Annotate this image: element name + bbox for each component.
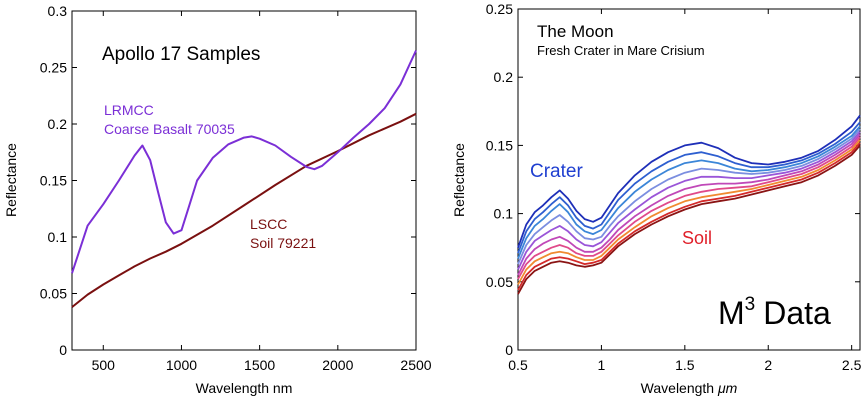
x-axis-label-text: Wavelength	[641, 380, 718, 396]
right-y-tick-label: 0.25	[486, 1, 513, 17]
left-y-tick-label: 0	[59, 342, 67, 358]
series-line-lrmcc-basalt	[71, 50, 417, 274]
series-line-lscc-soil	[71, 112, 417, 308]
spectrum-line	[517, 128, 861, 265]
spectrum-line	[517, 133, 861, 276]
annotation-rest: Data	[763, 295, 831, 331]
annotation-base: M	[718, 295, 745, 331]
left-y-tick-label: 0.3	[48, 3, 68, 19]
soil-label: Soil	[682, 228, 712, 248]
chart-the-moon: 0.5 1 1.5 2 2.500.050.10.150.20.25 The Moon …	[451, 1, 862, 396]
left-x-tick-label: 500	[92, 357, 116, 373]
chart-subtitle: Fresh Crater in Mare Crisium	[537, 43, 705, 58]
spectrum-line	[517, 136, 861, 280]
left-y-tick-label: 0.05	[40, 286, 67, 302]
spectrum-line	[517, 121, 861, 254]
y-axis-label: Reflectance	[451, 143, 467, 217]
right-y-tick-label: 0.2	[494, 69, 514, 85]
series-label-soil: Soil 79221	[250, 235, 316, 251]
series-label-lscc: LSCC	[250, 216, 287, 232]
plot-frame	[517, 8, 861, 351]
spectrum-line	[517, 125, 861, 259]
right-x-tick-label: 2.5	[842, 357, 862, 373]
x-axis-label: Wavelength μm	[641, 380, 738, 396]
right-y-tick-label: 0	[505, 342, 513, 358]
y-axis-label: Reflectance	[3, 143, 19, 217]
left-x-tick-label: 2000	[322, 357, 353, 373]
spectrum-line	[517, 144, 861, 295]
left-y-tick-label: 0.2	[48, 116, 68, 132]
series-label-coarse-basalt: Coarse Basalt 70035	[104, 121, 235, 137]
left-x-tick-label: 1500	[244, 357, 275, 373]
right-x-tick-label: 1.5	[675, 357, 695, 373]
right-x-tick-label: 1	[598, 357, 606, 373]
spectrum-line	[517, 139, 861, 285]
m3-data-annotation: M3 Data	[718, 294, 831, 331]
right-y-tick-label: 0.05	[486, 274, 513, 290]
x-axis-label-unit: μm	[717, 380, 738, 396]
chart-title: The Moon	[537, 22, 614, 41]
right-y-tick-label: 0.1	[494, 206, 514, 222]
series-label-lrmcc: LRMCC	[104, 102, 154, 118]
crater-label: Crater	[530, 161, 583, 182]
left-y-tick-label: 0.1	[48, 229, 68, 245]
x-axis-label: Wavelength nm	[196, 380, 293, 396]
right-y-tick-label: 0.15	[486, 137, 513, 153]
spectrum-line	[517, 114, 861, 249]
left-y-tick-label: 0.25	[40, 60, 67, 76]
left-x-tick-label: 1000	[166, 357, 197, 373]
left-y-tick-label: 0.15	[40, 173, 67, 189]
annotation-superscript: 3	[745, 294, 756, 315]
right-x-tick-label: 0.5	[508, 357, 528, 373]
right-x-tick-label: 2	[764, 357, 772, 373]
chart-title: Apollo 17 Samples	[102, 44, 260, 65]
spectrum-line	[517, 142, 861, 291]
left-x-tick-label: 2500	[400, 357, 431, 373]
chart-apollo-17-samples: 500 1000 1500 2000 2500 0 0.05 0.1 0.15 0.2 0.25 0.…	[3, 3, 432, 396]
spectrum-line	[517, 131, 861, 270]
